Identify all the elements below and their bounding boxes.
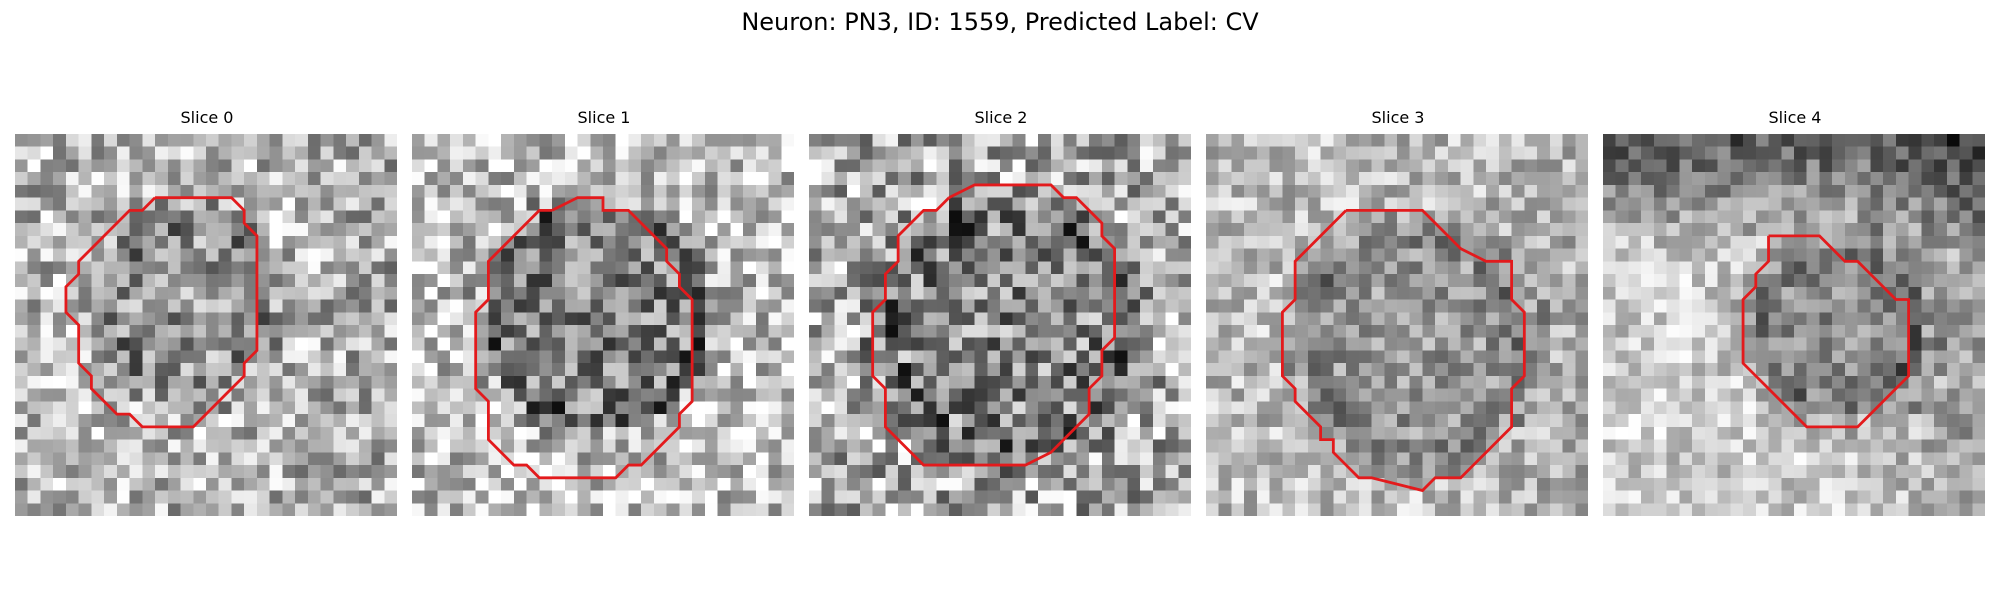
slice-title: Slice 2 [974, 108, 1028, 127]
slice-panel-0: Slice 0 [15, 108, 399, 516]
slice-title: Slice 1 [577, 108, 631, 127]
figure-title: Neuron: PN3, ID: 1559, Predicted Label: … [741, 8, 1259, 36]
roi-contour [1741, 234, 1911, 429]
slice-title: Slice 4 [1768, 108, 1822, 127]
slice-panel-3: Slice 3 [1206, 108, 1590, 516]
slice-title: Slice 3 [1371, 108, 1425, 127]
roi-contour [1280, 208, 1526, 493]
slice-panel-2: Slice 2 [809, 108, 1193, 516]
roi-contour [871, 183, 1117, 467]
slice-panel-4: Slice 4 [1603, 108, 1987, 516]
slice-panel-1: Slice 1 [412, 108, 796, 516]
roi-contour [474, 196, 694, 480]
slice-title: Slice 0 [180, 108, 234, 127]
slice-image [1603, 134, 1985, 516]
roi-contour [64, 196, 259, 429]
